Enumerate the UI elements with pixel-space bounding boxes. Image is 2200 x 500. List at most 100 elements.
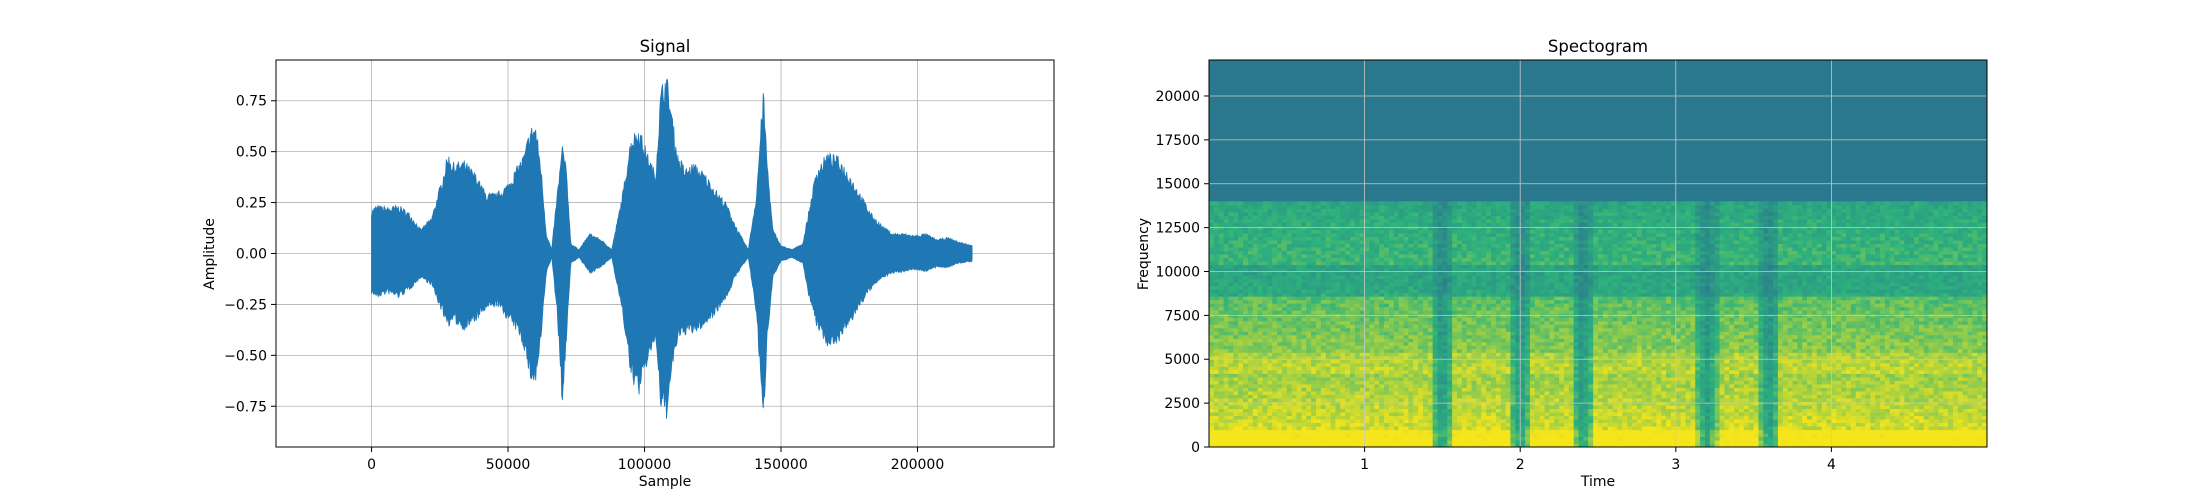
spectrogram-cell <box>1315 229 1322 234</box>
spectrogram-cell <box>1252 404 1259 409</box>
spectrogram-cell <box>1345 439 1351 445</box>
spectrogram-cell <box>1364 246 1371 252</box>
spectrogram-cell <box>1481 253 1487 259</box>
spectrogram-cell <box>1223 422 1230 427</box>
spectrogram-cell <box>1549 397 1555 402</box>
spectrogram-cell <box>1320 236 1327 241</box>
spectrogram-cell <box>1209 211 1215 216</box>
spectrogram-cell <box>1272 439 1278 445</box>
spectrogram-cell <box>1306 222 1312 227</box>
spectrogram-cell <box>1422 275 1429 280</box>
spectrogram-cell <box>1301 278 1307 283</box>
spectrogram-cell <box>1306 411 1312 417</box>
spectrogram-cell <box>1320 376 1327 381</box>
spectrogram-cell <box>1495 331 1502 336</box>
spectrogram-cell <box>1403 380 1409 385</box>
spectrogram-cell <box>1515 334 1521 339</box>
spectrogram-cell <box>1461 267 1468 273</box>
spectrogram-cell <box>1213 408 1220 413</box>
spectrogram-cell <box>1529 253 1536 259</box>
spectrogram-cell <box>1359 439 1366 445</box>
spectrogram-cell <box>1277 296 1283 301</box>
spectrogram-cell <box>1306 310 1312 315</box>
spectrogram-cell <box>1525 204 1531 209</box>
spectrogram-cell <box>1364 306 1371 311</box>
spectrogram-cell <box>1369 362 1375 367</box>
spectrogram-cell <box>1213 338 1220 343</box>
spectrogram-cell <box>1388 334 1395 339</box>
spectrogram-cell <box>1233 317 1239 322</box>
spectrogram-cell <box>1311 397 1317 402</box>
spectrogram-cell <box>1209 439 1215 445</box>
spectrogram-cell <box>1529 415 1536 420</box>
spectrogram-cell <box>1510 348 1516 353</box>
spectrogram-cell <box>1456 425 1463 431</box>
spectrogram-cell <box>1354 264 1361 269</box>
spectrogram-cell <box>1408 303 1414 308</box>
spectrogram-cell <box>1233 443 1239 447</box>
spectrogram-cell <box>1461 387 1468 392</box>
spectrogram-cell <box>1340 310 1346 315</box>
spectrogram-cell <box>1437 348 1443 353</box>
spectrogram-cell <box>1252 264 1259 269</box>
spectrogram-cell <box>1223 232 1230 237</box>
spectrogram-cell <box>1306 345 1312 350</box>
spectrogram-cell <box>1491 422 1497 427</box>
spectrogram-cell <box>1510 208 1516 213</box>
spectrogram-cell <box>1491 380 1497 385</box>
spectrogram-cell <box>1520 292 1526 297</box>
spectrogram-cell <box>1398 243 1405 248</box>
spectrogram-cell <box>1345 387 1351 392</box>
spectrogram-cell <box>1296 222 1302 227</box>
spectrogram-cell <box>1252 355 1259 360</box>
spectrogram-cell <box>1345 299 1351 304</box>
spectrogram-cell <box>1413 369 1419 374</box>
spectrogram-cell <box>1466 408 1473 413</box>
spectrogram-cell <box>1374 260 1380 266</box>
spectrogram-cell <box>1539 397 1546 402</box>
spectrogram-cell <box>1456 275 1463 280</box>
spectrogram-cell <box>1452 376 1458 381</box>
spectrogram-cell <box>1243 362 1249 367</box>
spectrogram-cell <box>1534 397 1541 402</box>
spectrogram-cell <box>1238 334 1244 339</box>
spectrogram-cell <box>1340 397 1346 402</box>
spectrogram-cell <box>1442 310 1448 315</box>
spectrogram-cell <box>1461 218 1468 223</box>
spectrogram-cell <box>1359 376 1366 381</box>
spectrogram-cell <box>1369 432 1375 438</box>
spectrogram-cell <box>1525 260 1531 266</box>
spectrogram-cell <box>1291 331 1298 336</box>
spectrogram-cell <box>1539 306 1546 311</box>
spectrogram-cell <box>1529 303 1536 308</box>
spectrogram-cell <box>1422 267 1429 273</box>
spectrogram-cell <box>1379 387 1385 392</box>
spectrogram-cell <box>1393 296 1400 301</box>
spectrogram-cell <box>1427 338 1434 343</box>
spectrogram-cell <box>1311 257 1317 262</box>
spectrogram-cell <box>1243 345 1249 350</box>
spectrogram-cell <box>1213 292 1220 297</box>
spectrogram-cell <box>1374 208 1380 213</box>
spectrogram-cell <box>1252 439 1259 445</box>
spectrogram-cell <box>1267 250 1273 255</box>
spectrogram-cell <box>1491 264 1497 269</box>
spectrogram-cell <box>1238 425 1244 431</box>
spectrogram-cell <box>1350 387 1356 392</box>
spectrogram-cell <box>1301 243 1307 248</box>
spectrogram-cell <box>1461 317 1468 322</box>
spectrogram-cell <box>1403 236 1409 241</box>
spectrogram-cell <box>1345 208 1351 213</box>
spectrogram-cell <box>1345 411 1351 417</box>
spectrogram-cell <box>1452 338 1458 343</box>
spectrogram-cell <box>1320 397 1327 402</box>
spectrogram-cell <box>1296 443 1302 447</box>
spectrogram-cell <box>1291 324 1298 329</box>
spectrogram-cell <box>1427 218 1434 223</box>
spectrogram-cell <box>1466 232 1473 237</box>
spectrogram-cell <box>1525 390 1531 395</box>
spectrogram-cell <box>1223 236 1230 241</box>
spectrogram-cell <box>1277 369 1283 374</box>
spectrogram-cell <box>1325 418 1332 424</box>
spectrogram-cell <box>1413 201 1419 206</box>
